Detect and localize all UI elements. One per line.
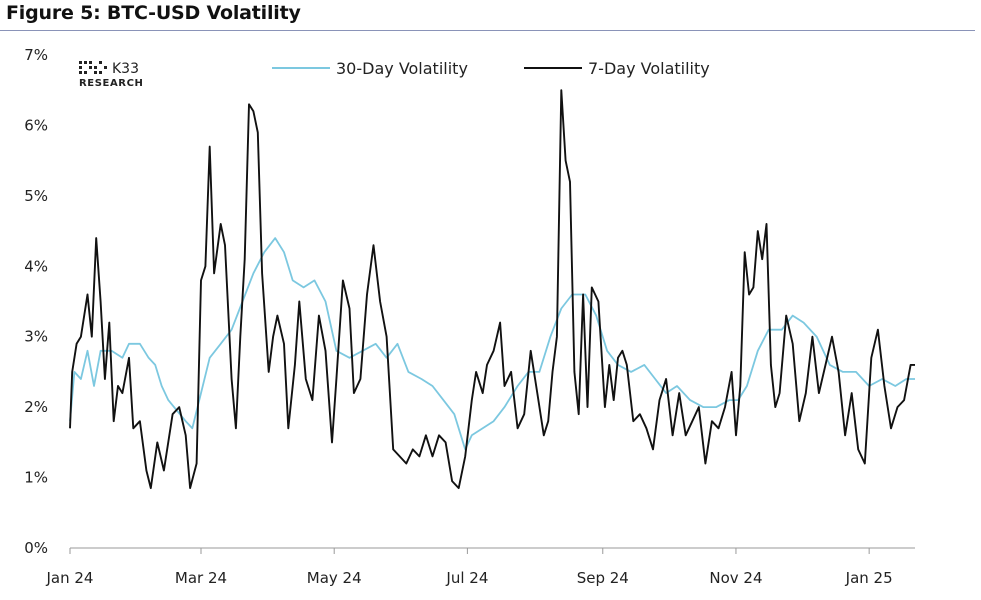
logo-mark-icon xyxy=(79,61,107,74)
logo-name: K33 xyxy=(112,61,139,77)
y-tick-label: 7% xyxy=(24,46,48,64)
title-divider xyxy=(0,30,975,31)
x-tick-label: Nov 24 xyxy=(709,569,762,587)
x-tick-label: Mar 24 xyxy=(175,569,227,587)
legend-label-7d: 7-Day Volatility xyxy=(588,59,710,78)
x-tick-label: Sep 24 xyxy=(577,569,629,587)
series-line-30-day xyxy=(69,237,915,451)
x-axis: Jan 24 Mar 24 May 24 Jul 24 Sep 24 Nov 24 Jan … xyxy=(46,547,915,587)
x-tick-label: Jan 24 xyxy=(46,569,94,587)
y-tick-label: 3% xyxy=(24,328,48,346)
y-tick-label: 5% xyxy=(24,187,48,205)
y-tick-label: 2% xyxy=(24,398,48,416)
y-axis-ticks: 0% 1% 2% 3% 4% 5% 6% 7% xyxy=(24,46,48,557)
legend-label-30d: 30-Day Volatility xyxy=(336,59,468,78)
x-tick-label: Jan 25 xyxy=(845,569,893,587)
series-line-7-day xyxy=(69,89,915,490)
x-tick-label: Jul 24 xyxy=(445,569,488,587)
y-tick-label: 6% xyxy=(24,116,48,134)
y-tick-label: 1% xyxy=(24,469,48,487)
logo-sub: RESEARCH xyxy=(79,78,144,89)
x-tick-label: May 24 xyxy=(307,569,362,587)
k33-research-logo: K33 RESEARCH xyxy=(79,61,144,89)
figure-title: Figure 5: BTC-USD Volatility xyxy=(6,2,301,24)
y-tick-label: 4% xyxy=(24,257,48,275)
y-tick-label: 0% xyxy=(24,539,48,557)
legend: 30-Day Volatility 7-Day Volatility xyxy=(272,59,710,78)
series-layer xyxy=(69,89,915,490)
